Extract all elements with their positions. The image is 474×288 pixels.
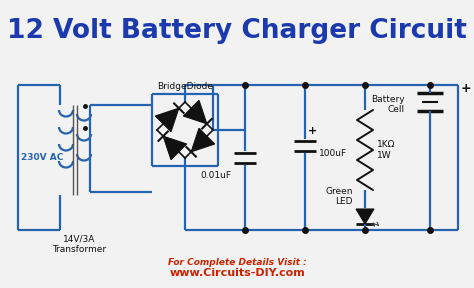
- Text: For Complete Details Visit :: For Complete Details Visit :: [168, 258, 306, 267]
- Polygon shape: [183, 100, 207, 124]
- Polygon shape: [191, 128, 215, 152]
- Polygon shape: [356, 209, 374, 224]
- Text: +: +: [461, 82, 472, 96]
- Text: Battery
Cell: Battery Cell: [371, 95, 405, 114]
- Text: BridgeDiode: BridgeDiode: [157, 82, 213, 91]
- Polygon shape: [163, 136, 187, 160]
- Polygon shape: [155, 108, 179, 132]
- Text: +: +: [308, 126, 317, 135]
- Text: www.Circuits-DIY.com: www.Circuits-DIY.com: [169, 268, 305, 278]
- Text: Green
LED: Green LED: [326, 187, 353, 206]
- Text: 12 Volt Battery Charger Circuit: 12 Volt Battery Charger Circuit: [7, 18, 467, 44]
- Text: 1KΩ
1W: 1KΩ 1W: [377, 140, 395, 160]
- Text: 14V/3A
Transformer: 14V/3A Transformer: [52, 235, 106, 254]
- Text: 0.01uF: 0.01uF: [200, 171, 231, 181]
- Text: 230V AC: 230V AC: [21, 153, 64, 162]
- Text: 100uF: 100uF: [319, 149, 347, 158]
